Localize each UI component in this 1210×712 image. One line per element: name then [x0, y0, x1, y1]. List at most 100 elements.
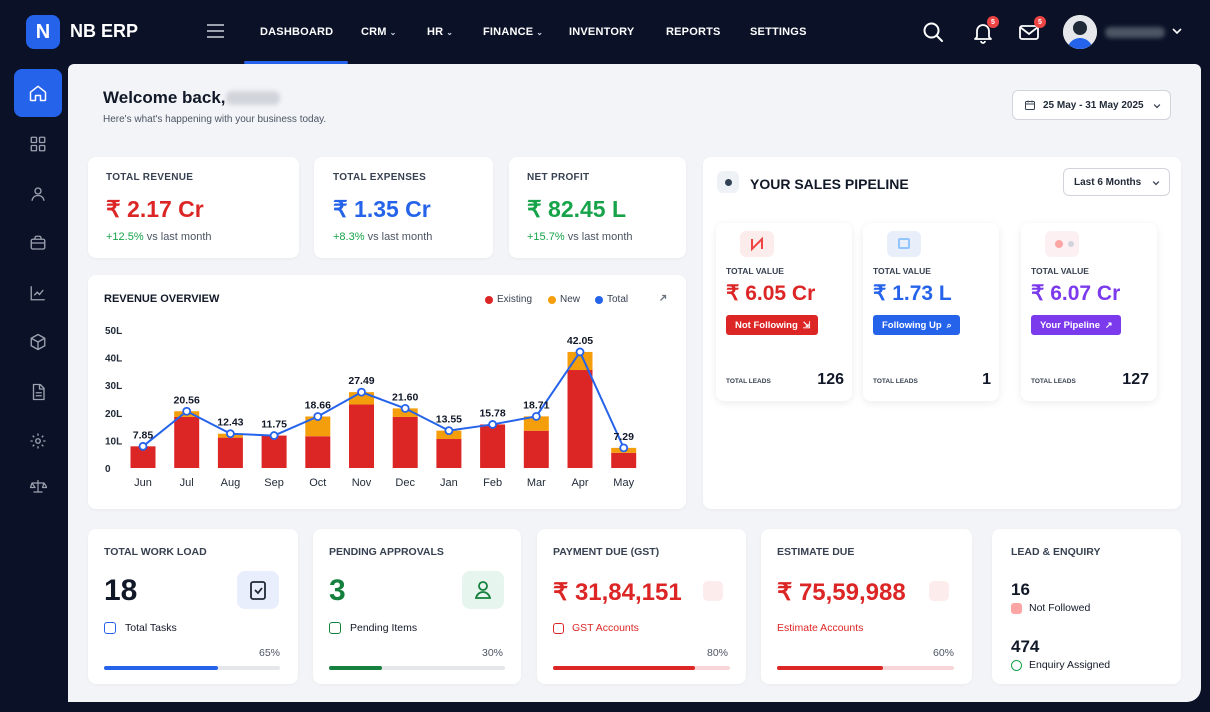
bar-existing: [523, 430, 549, 468]
sales-pipeline-card: YOUR SALES PIPELINE Last 6 Months TOTAL …: [703, 157, 1181, 509]
card-sub: GST Accounts: [553, 622, 639, 634]
kpi-value: ₹ 2.17 Cr: [106, 196, 204, 222]
pipeline-card-following-up[interactable]: TOTAL VALUE ₹ 1.73 L Following Up ⌕ TOTAL…: [863, 223, 999, 401]
sidebar-item-modules[interactable]: [14, 120, 62, 168]
bell-icon[interactable]: [971, 20, 995, 44]
nav-hr[interactable]: HR ⌄: [427, 26, 454, 38]
top-bar: N NB ERP DASHBOARD CRM ⌄ HR ⌄ FINANCE ⌄ INV…: [0, 0, 1210, 64]
progress-fill: [777, 666, 884, 670]
legend-existing[interactable]: Existing: [485, 294, 532, 305]
app-name[interactable]: NB ERP: [70, 21, 139, 41]
kpi-value: ₹ 1.35 Cr: [333, 196, 431, 222]
pipeline-leads-value: 126: [817, 371, 844, 388]
nav-dashboard[interactable]: DASHBOARD: [260, 26, 334, 38]
point-total: [357, 387, 366, 397]
point-total: [182, 406, 192, 416]
progress-track: [329, 666, 505, 670]
home-icon: [29, 85, 47, 102]
data-label: 13.55: [436, 414, 462, 426]
pipeline-logo-icon: [740, 231, 774, 257]
invoice-icon: [703, 581, 723, 601]
not-followed-row[interactable]: Not Followed: [1011, 602, 1090, 614]
y-tick-label: 40L: [105, 354, 122, 365]
hamburger-menu-icon[interactable]: [207, 24, 224, 38]
sidebar-item-inventory[interactable]: [14, 318, 62, 366]
sidebar-item-users[interactable]: [14, 170, 62, 218]
line-total: [142, 349, 625, 449]
box-icon: [30, 333, 46, 351]
kpi-label: TOTAL REVENUE: [106, 172, 194, 183]
data-label: 18.66: [305, 399, 331, 411]
sidebar-item-hr[interactable]: [14, 219, 62, 267]
scale-icon: [29, 480, 47, 493]
point-total: [531, 411, 541, 421]
pipeline-title: YOUR SALES PIPELINE: [750, 176, 909, 192]
date-range-picker[interactable]: 25 May - 31 May 2025: [1012, 90, 1171, 120]
following-up-button[interactable]: Following Up ⌕: [873, 315, 960, 335]
briefcase-icon: [30, 235, 46, 250]
bar-existing: [130, 446, 156, 468]
approval-icon: [329, 622, 341, 634]
nav-settings[interactable]: SETTINGS: [750, 26, 807, 38]
app-logo[interactable]: N: [26, 15, 60, 49]
pipeline-card-your-pipeline[interactable]: TOTAL VALUE ₹ 6.07 Cr Your Pipeline ↗ TOT…: [1021, 223, 1157, 401]
progress-track: [553, 666, 730, 670]
pipeline-card-not-following[interactable]: TOTAL VALUE ₹ 6.05 Cr Not Following ⇲ TOT…: [716, 223, 852, 401]
pipeline-dot-icon: [717, 171, 739, 193]
bar-existing: [392, 416, 418, 468]
legend-new[interactable]: New: [548, 294, 580, 305]
mail-icon[interactable]: [1017, 20, 1041, 44]
bar-existing: [480, 424, 506, 468]
kpi-trend: +15.7% vs last month: [527, 231, 633, 243]
card-value: ₹ 75,59,988: [777, 579, 906, 606]
point-total: [138, 441, 148, 451]
progress-percent: 80%: [706, 647, 728, 659]
search-icon[interactable]: [921, 20, 945, 44]
enquiry-assigned-row[interactable]: Enquiry Assigned: [1011, 659, 1110, 671]
avatar[interactable]: [1063, 15, 1097, 49]
y-tick-label: 0: [105, 464, 111, 475]
nav-inventory[interactable]: INVENTORY: [569, 26, 635, 38]
pipeline-period-select[interactable]: Last 6 Months: [1063, 168, 1170, 196]
user-avatar-icon: [1063, 15, 1097, 49]
sidebar-item-home[interactable]: [14, 69, 62, 117]
sidebar-item-settings[interactable]: [14, 417, 62, 465]
progress-fill: [104, 666, 219, 670]
data-label: 7.29: [613, 431, 634, 443]
chevron-down-icon[interactable]: [1170, 24, 1184, 38]
x-tick-label: Dec: [395, 477, 415, 489]
card-sub: Total Tasks: [104, 622, 177, 634]
nav-reports[interactable]: REPORTS: [666, 26, 721, 38]
bar-existing: [436, 439, 462, 468]
data-label: 21.60: [392, 391, 418, 403]
nav-finance[interactable]: FINANCE ⌄: [483, 26, 544, 38]
sidebar-item-analytics[interactable]: [14, 269, 62, 317]
flag-icon: [1011, 602, 1022, 614]
not-following-button[interactable]: Not Following ⇲: [726, 315, 819, 335]
pipeline-value: ₹ 1.73 L: [873, 282, 952, 305]
kpi-total-expenses: TOTAL EXPENSES ₹ 1.35 Cr +8.3% vs last m…: [314, 157, 493, 258]
legend-total[interactable]: Total: [595, 294, 628, 305]
kpi-net-profit: NET PROFIT ₹ 82.45 L +15.7% vs last mont…: [509, 157, 686, 258]
your-pipeline-button[interactable]: Your Pipeline ↗: [1031, 315, 1121, 335]
card-value: 3: [329, 574, 346, 607]
gear-icon: [30, 433, 46, 449]
data-label: 20.56: [174, 394, 200, 406]
expand-icon[interactable]: [658, 293, 668, 303]
chevron-down-icon: ⌄: [446, 28, 454, 37]
welcome-username-blurred: [226, 91, 280, 105]
progress-percent: 60%: [932, 647, 954, 659]
kpi-total-revenue: TOTAL REVENUE ₹ 2.17 Cr +12.5% vs last m…: [88, 157, 299, 258]
search-doc-icon: ⌕: [946, 319, 952, 330]
y-tick-label: 20L: [105, 409, 122, 420]
document-icon: [32, 383, 45, 401]
nav-crm[interactable]: CRM ⌄: [361, 26, 397, 38]
welcome-heading: Welcome back,: [103, 88, 226, 107]
kpi-trend: +12.5% vs last month: [106, 231, 212, 243]
point-total: [313, 412, 323, 421]
x-tick-label: Jun: [134, 477, 152, 489]
pipeline-logo-icon: [887, 231, 921, 257]
card-sub: Pending Items: [329, 622, 417, 634]
sidebar-item-documents[interactable]: [14, 368, 62, 416]
sidebar-item-legal[interactable]: [14, 462, 62, 510]
